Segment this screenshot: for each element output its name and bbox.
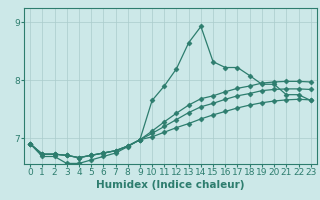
X-axis label: Humidex (Indice chaleur): Humidex (Indice chaleur) (96, 180, 245, 190)
